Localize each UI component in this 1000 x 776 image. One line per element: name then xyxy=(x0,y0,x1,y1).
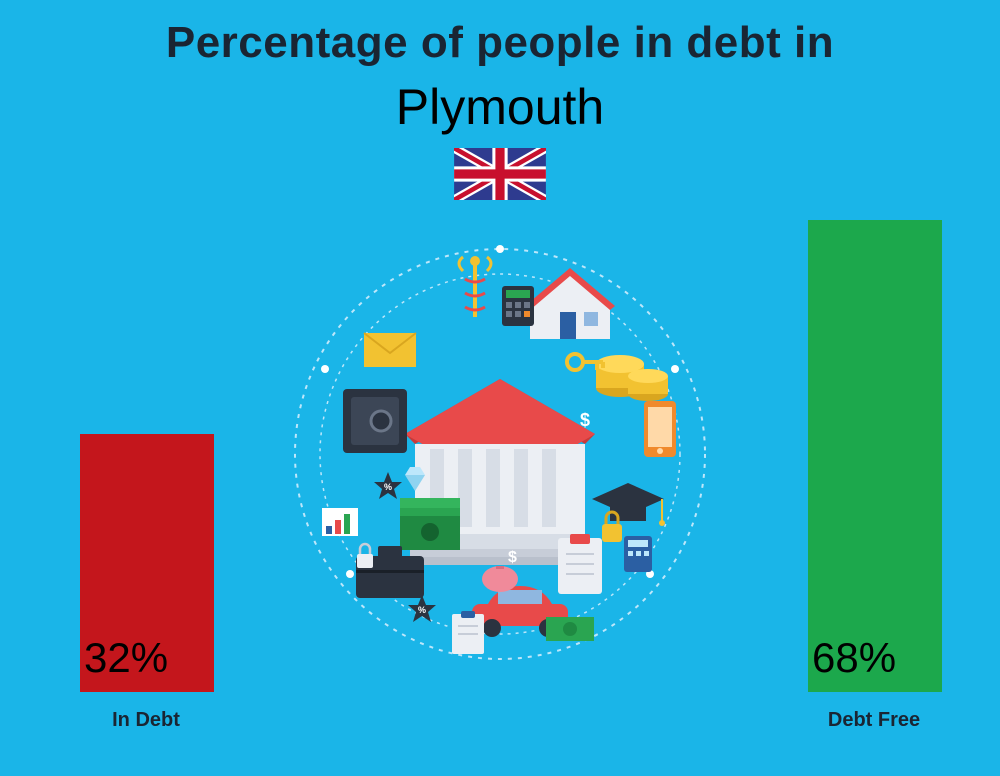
bill-icon xyxy=(546,617,594,641)
envelope-icon xyxy=(364,333,416,367)
percent-icon: % xyxy=(374,472,402,499)
cash-icon xyxy=(400,498,460,550)
graduation-cap-icon xyxy=(592,483,665,526)
svg-text:%: % xyxy=(384,482,392,492)
coins-icon xyxy=(596,355,668,401)
piggy-bank-icon xyxy=(482,566,518,592)
bar-label-in-debt: In Debt xyxy=(46,709,246,732)
smartphone-icon xyxy=(644,401,676,457)
bar-value-in-debt: 32% xyxy=(84,634,168,682)
finance-illustration: % % $ $ xyxy=(280,234,720,674)
safe-icon xyxy=(343,389,407,453)
key-icon xyxy=(567,354,603,370)
calculator-icon xyxy=(502,286,534,326)
title-line1: Percentage of people in debt in xyxy=(0,18,1000,68)
caduceus-icon xyxy=(459,256,491,317)
svg-text:%: % xyxy=(418,605,426,615)
dollar-icon: $ xyxy=(580,410,590,430)
bar-label-debt-free: Debt Free xyxy=(774,709,974,732)
percent-icon: % xyxy=(408,595,436,622)
chart-icon xyxy=(322,508,358,536)
bar-value-debt-free: 68% xyxy=(812,634,896,682)
padlock-icon-2 xyxy=(357,544,373,568)
bar-debt-free: 68% xyxy=(808,220,942,692)
clipboard-icon xyxy=(558,534,602,594)
dollar-icon: $ xyxy=(508,549,517,566)
bar-in-debt: 32% xyxy=(80,434,214,692)
title-line2: Plymouth xyxy=(0,78,1000,136)
house-icon xyxy=(525,268,615,339)
clipboard-icon-2 xyxy=(452,611,484,654)
uk-flag-icon xyxy=(454,148,546,200)
calculator-icon-2 xyxy=(624,536,652,572)
